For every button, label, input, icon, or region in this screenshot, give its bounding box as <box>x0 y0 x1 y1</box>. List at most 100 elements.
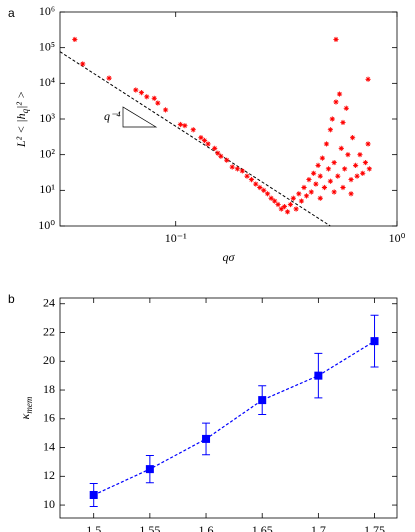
data-point <box>323 141 330 147</box>
data-point <box>321 184 328 191</box>
y-tick-label: 14 <box>43 439 55 453</box>
data-point <box>281 203 288 210</box>
data-point <box>275 201 281 208</box>
data-point <box>293 206 299 212</box>
axis-label-part: mem <box>24 396 34 413</box>
data-point <box>287 201 294 208</box>
data-point <box>212 145 218 151</box>
y-tick-label: 10² <box>39 146 55 160</box>
y-tick-label: 20 <box>43 353 55 367</box>
data-point <box>144 94 150 100</box>
data-point <box>365 141 371 147</box>
data-point <box>272 198 278 204</box>
data-point <box>290 195 296 201</box>
axis-label-part: L² < |h <box>14 113 28 148</box>
data-point <box>365 76 371 82</box>
data-point <box>190 127 196 133</box>
data-point <box>258 396 267 405</box>
x-tick-label: 10⁰ <box>389 231 406 245</box>
x-tick-label: 1.55 <box>139 523 160 532</box>
axis-label: qσ <box>223 250 236 264</box>
x-tick-label: 1.7 <box>311 523 326 532</box>
data-point <box>155 100 161 106</box>
data-point <box>224 157 230 163</box>
data-point <box>333 36 339 43</box>
data-point <box>311 170 317 176</box>
data-point <box>348 191 354 197</box>
data-point <box>331 159 337 166</box>
data-point <box>325 166 332 172</box>
data-point <box>234 166 240 172</box>
data-point <box>327 127 333 133</box>
data-point <box>306 176 312 183</box>
data-point <box>360 170 366 176</box>
data-point <box>333 99 339 105</box>
data-point <box>329 116 335 122</box>
axis-label-part: qσ <box>223 250 236 264</box>
axis-label-part: |² > <box>14 91 28 109</box>
y-tick-label: 10 <box>43 497 55 511</box>
data-point <box>264 191 271 197</box>
data-point <box>362 159 369 166</box>
data-point <box>313 181 319 187</box>
axis-label-part: q <box>20 108 30 113</box>
data-point <box>215 150 221 156</box>
data-point <box>182 123 188 129</box>
data-point <box>229 164 235 170</box>
data-point <box>327 178 333 184</box>
data-point <box>354 173 360 179</box>
y-tick-label: 10³ <box>39 111 55 125</box>
data-point <box>315 162 321 169</box>
data-point <box>317 195 323 201</box>
data-point <box>366 166 372 172</box>
y-tick-label: 24 <box>43 296 55 310</box>
data-point <box>151 95 157 101</box>
panel-label: b <box>8 292 15 306</box>
data-point <box>342 166 348 172</box>
data-point <box>177 121 183 128</box>
data-point <box>284 209 291 215</box>
data-point <box>162 107 169 113</box>
data-point <box>89 490 98 499</box>
y-tick-label: 10⁶ <box>39 4 55 18</box>
data-point <box>301 184 307 191</box>
axis-label: L² < |hq|² > <box>14 91 30 148</box>
data-point <box>253 181 259 187</box>
data-point <box>244 173 250 179</box>
slope-annotation: q⁻⁴ <box>104 109 121 123</box>
x-tick-label: 10⁻¹ <box>165 231 187 245</box>
data-point <box>201 137 208 144</box>
fit-line <box>59 51 331 227</box>
data-point <box>296 191 302 197</box>
data-point <box>343 105 349 111</box>
data-point <box>352 162 359 169</box>
y-tick-label: 10⁴ <box>39 75 55 89</box>
data-point <box>138 89 145 96</box>
series-line <box>93 340 375 496</box>
data-point <box>298 198 305 204</box>
plot-frame <box>59 297 398 519</box>
data-point <box>239 168 245 174</box>
data-point <box>198 135 204 141</box>
data-point <box>303 193 310 199</box>
x-tick-label: 1.6 <box>199 523 214 532</box>
data-point <box>145 465 154 474</box>
y-tick-label: 16 <box>43 411 55 425</box>
data-point <box>278 206 284 212</box>
data-point <box>80 61 86 67</box>
y-tick-label: 12 <box>43 468 55 482</box>
data-point <box>370 337 379 346</box>
data-point <box>340 184 346 191</box>
data-point <box>348 176 354 183</box>
data-point <box>357 152 363 158</box>
data-point <box>308 189 314 195</box>
data-point <box>338 145 344 151</box>
y-tick-label: 10⁵ <box>39 39 55 53</box>
panel-label: a <box>8 6 15 20</box>
data-point <box>202 434 211 443</box>
data-point <box>248 176 255 183</box>
x-tick-label: 1.5 <box>86 523 101 532</box>
y-tick-label: 10¹ <box>39 182 55 196</box>
x-tick-label: 1.65 <box>252 523 273 532</box>
